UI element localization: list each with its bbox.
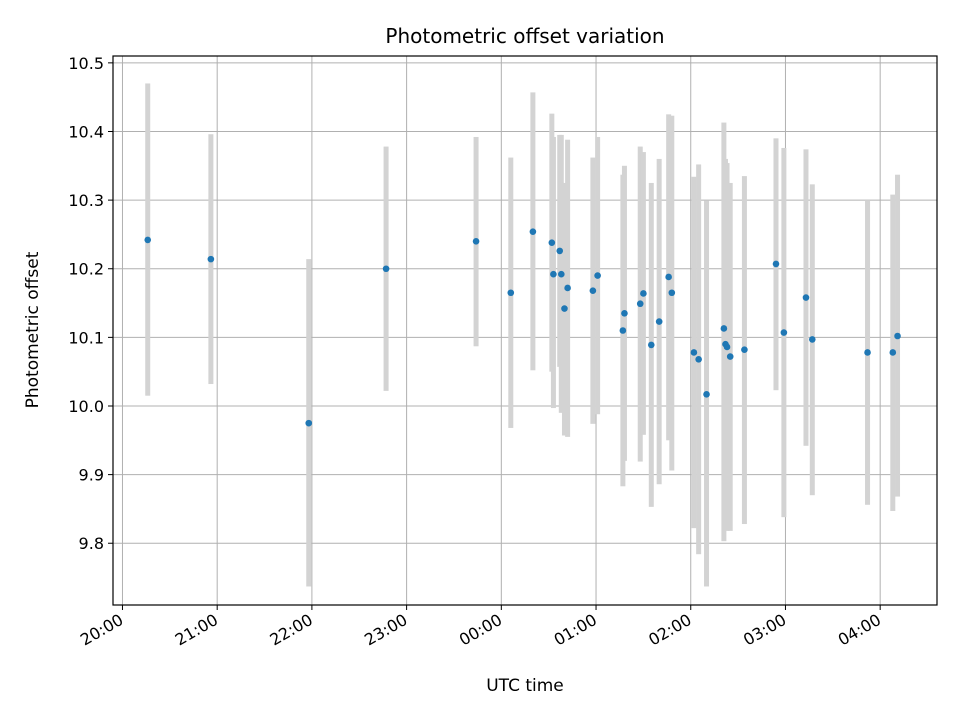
y-tick-label: 9.9 xyxy=(79,466,104,485)
data-point xyxy=(640,290,647,297)
data-point xyxy=(619,327,627,334)
data-point xyxy=(655,318,663,325)
data-point xyxy=(621,310,628,317)
data-point xyxy=(703,391,710,398)
data-point xyxy=(720,325,728,332)
data-point xyxy=(548,239,556,246)
data-point xyxy=(472,237,480,245)
x-axis-title: UTC time xyxy=(486,676,564,696)
data-point xyxy=(695,356,702,363)
data-point xyxy=(564,284,571,292)
data-point xyxy=(723,343,731,351)
data-point xyxy=(507,289,515,297)
data-point xyxy=(556,247,564,255)
data-point xyxy=(594,272,601,279)
y-tick-label: 10.1 xyxy=(68,328,104,347)
data-point xyxy=(668,289,676,297)
y-tick-label: 10.2 xyxy=(68,260,104,279)
data-point xyxy=(382,265,390,273)
data-point xyxy=(636,300,644,308)
chart-title: Photometric offset variation xyxy=(385,24,664,48)
data-point xyxy=(894,332,901,340)
data-point xyxy=(726,353,734,360)
plot-frame xyxy=(112,55,938,606)
y-tick-label: 9.8 xyxy=(79,534,104,553)
data-point xyxy=(864,349,871,356)
data-point xyxy=(808,336,816,343)
data-point xyxy=(889,349,897,356)
data-point xyxy=(207,255,215,263)
data-point xyxy=(802,294,810,301)
y-axis-title: Photometric offset xyxy=(23,251,43,408)
data-point xyxy=(561,305,568,312)
data-point xyxy=(305,419,313,427)
data-point xyxy=(741,346,748,354)
data-points xyxy=(144,228,901,427)
data-point xyxy=(647,341,655,349)
data-point xyxy=(690,349,698,356)
data-point xyxy=(780,329,788,336)
y-axis-ticks: 9.8 9.9 10.0 10.1 10.2 10.3 10.4 10.5 xyxy=(68,54,113,553)
y-tick-label: 10.4 xyxy=(68,122,104,141)
data-point xyxy=(550,270,557,278)
y-tick-label: 10.5 xyxy=(68,54,104,73)
data-point xyxy=(529,228,537,235)
y-tick-label: 10.0 xyxy=(68,397,104,416)
data-point xyxy=(772,260,780,268)
y-tick-label: 10.3 xyxy=(68,191,104,210)
data-point xyxy=(665,273,672,281)
data-point xyxy=(144,236,152,244)
data-point xyxy=(589,287,597,294)
data-point xyxy=(558,270,565,278)
